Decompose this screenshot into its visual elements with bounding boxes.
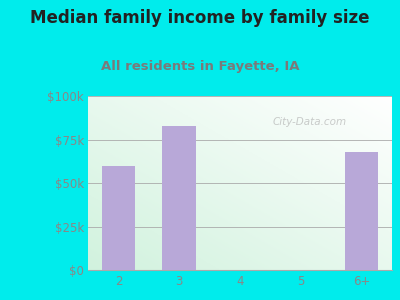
Bar xyxy=(162,126,196,270)
Bar xyxy=(345,152,378,270)
Bar xyxy=(102,166,135,270)
Text: All residents in Fayette, IA: All residents in Fayette, IA xyxy=(101,60,299,73)
Text: Median family income by family size: Median family income by family size xyxy=(30,9,370,27)
Text: City-Data.com: City-Data.com xyxy=(273,117,347,127)
